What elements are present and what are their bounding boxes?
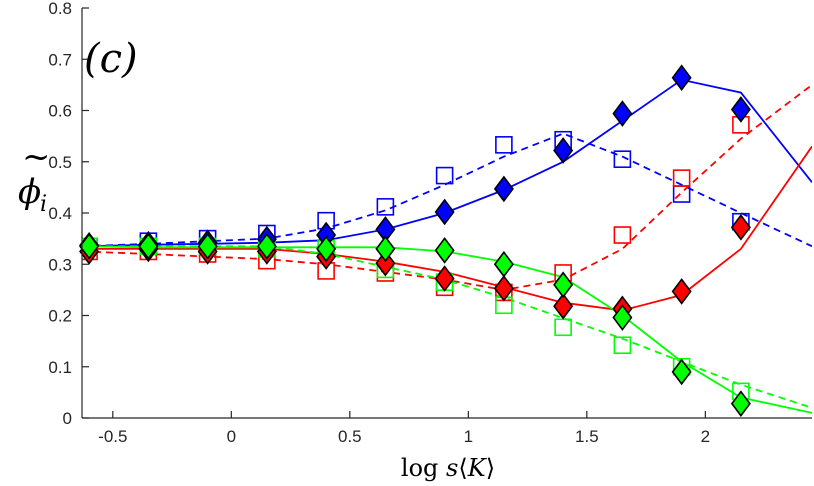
blue-diamond-marker <box>553 137 574 164</box>
green-diamond-marker <box>493 250 514 278</box>
blue-diamond-marker <box>730 96 751 123</box>
x-ticks: -0.5 0 0.5 1 1.5 2 <box>98 411 710 446</box>
red-diamond-marker <box>375 249 396 277</box>
x-label-s: s <box>446 454 458 482</box>
x-label-prefix: log <box>401 454 446 482</box>
blue-square-marker <box>613 150 632 168</box>
green-diamond-marker <box>197 232 218 260</box>
series-line-blue-dashed <box>82 132 812 248</box>
red-diamond-marker <box>493 275 514 302</box>
x-axis-label: log s⟨K⟩ <box>401 454 495 482</box>
x-tick-label: 1 <box>464 427 473 446</box>
x-tick-label: 2 <box>701 427 710 446</box>
green-diamond-marker <box>375 235 396 263</box>
blue-diamond-marker <box>493 175 514 203</box>
green-diamond-marker <box>671 358 692 386</box>
green-diamond-marker <box>79 232 100 260</box>
y-tick-label: 0.3 <box>48 255 72 274</box>
x-tick-label: 0.5 <box>338 427 362 446</box>
panel-label: (c) <box>84 36 138 82</box>
green-diamond-marker <box>434 237 455 264</box>
x-label-k: K <box>467 454 488 482</box>
red-diamond-marker <box>434 265 455 292</box>
y-tick-label: 0.7 <box>48 50 72 69</box>
blue-diamond-marker <box>612 100 633 127</box>
green-diamond-marker <box>612 304 633 331</box>
y-ticks: 0 0.1 0.2 0.3 0.4 0.5 0.6 0.7 0.8 <box>48 0 89 428</box>
y-label-sub: i <box>40 192 47 217</box>
blue-diamond-marker <box>434 198 455 226</box>
y-axis-label: ~ ϕ i <box>18 137 51 217</box>
red-diamond-marker <box>671 278 692 305</box>
red-square-marker <box>613 226 632 244</box>
x-tick-label: 1.5 <box>575 427 599 446</box>
y-tick-label: 0.2 <box>48 307 72 326</box>
green-diamond-marker <box>256 232 277 260</box>
svg-text:log s⟨K⟩: log s⟨K⟩ <box>401 454 495 482</box>
square-markers <box>82 116 750 401</box>
green-diamond-marker <box>730 390 751 417</box>
y-label-tilde: ~ <box>22 137 51 177</box>
green-square-marker <box>554 318 572 337</box>
y-tick-label: 0.8 <box>48 0 72 18</box>
x-tick-label: 0 <box>227 427 236 446</box>
x-label-close: ⟩ <box>486 454 495 482</box>
red-square-marker <box>672 169 691 187</box>
x-label-open: ⟨ <box>458 454 467 482</box>
blue-square-marker <box>435 166 454 185</box>
diamond-markers <box>79 64 751 417</box>
blue-diamond-marker <box>671 64 692 92</box>
green-diamond-marker <box>316 235 337 263</box>
y-tick-label: 0.6 <box>48 102 72 121</box>
red-diamond-marker <box>730 214 751 241</box>
blue-square-marker <box>495 136 513 154</box>
x-tick-label: -0.5 <box>98 427 127 446</box>
green-diamond-marker <box>553 271 574 299</box>
y-tick-label: 0.4 <box>48 204 72 223</box>
red-diamond-marker <box>553 292 574 320</box>
y-label-phi: ϕ <box>18 172 41 212</box>
y-tick-label: 0 <box>63 409 72 428</box>
green-square-marker <box>613 336 632 355</box>
green-diamond-marker <box>138 232 159 260</box>
blue-square-marker <box>376 198 395 216</box>
y-tick-label: 0.1 <box>48 358 72 377</box>
y-tick-label: 0.5 <box>48 153 72 172</box>
